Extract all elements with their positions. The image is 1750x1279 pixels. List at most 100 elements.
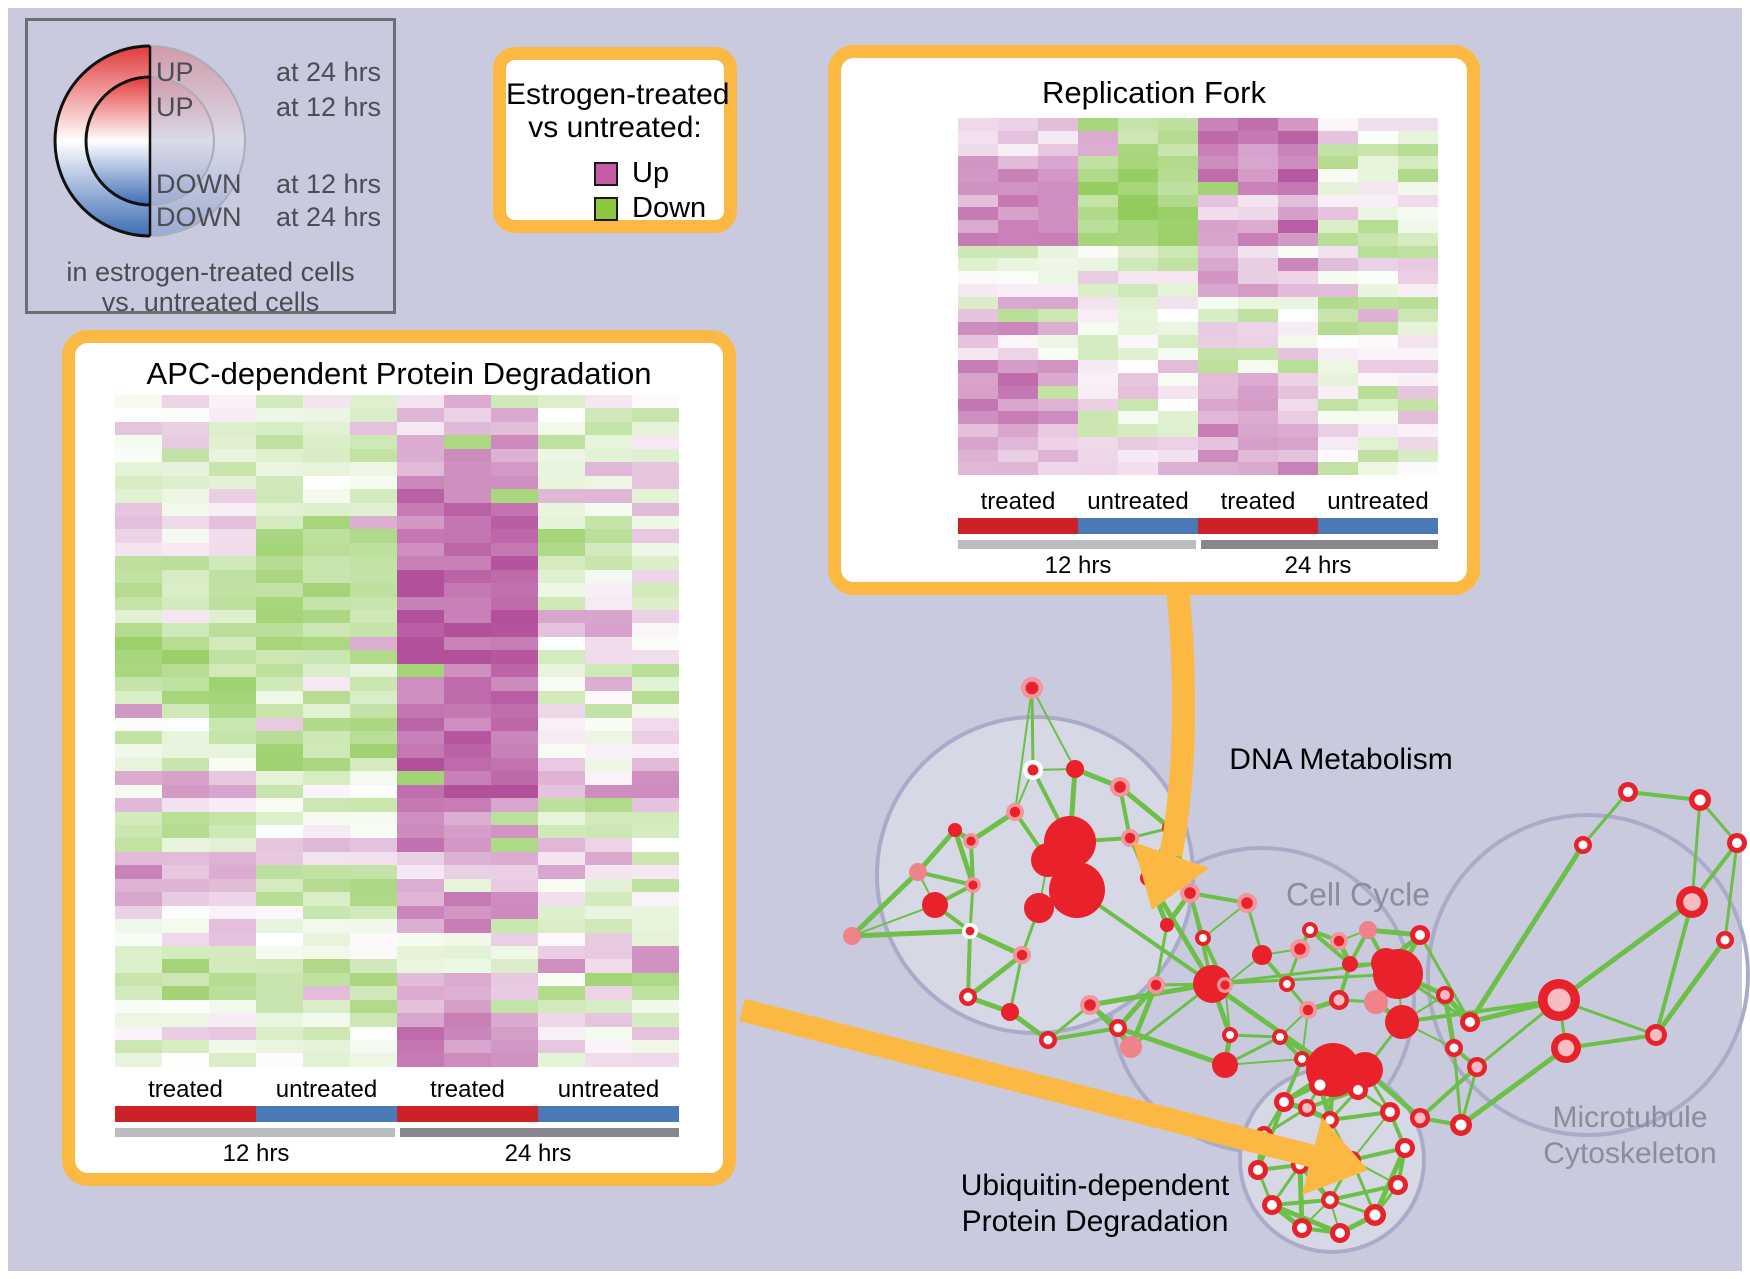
heatmap-cell <box>1398 411 1438 424</box>
heatmap-cell <box>1398 207 1438 220</box>
heatmap-cell <box>1118 347 1158 361</box>
down-label: Down <box>632 192 707 224</box>
heatmap-cell <box>1318 436 1358 450</box>
heatmap-cell <box>538 838 585 852</box>
heatmap-cell <box>491 395 538 409</box>
heatmap-cell <box>444 771 491 785</box>
heatmap-cell <box>538 1026 585 1040</box>
heatmap-row <box>115 421 679 436</box>
heatmap-cell <box>350 892 397 906</box>
heatmap-cell <box>350 475 397 490</box>
heatmap-cell <box>303 569 350 584</box>
replication-group-labels: treated untreated treated untreated <box>958 488 1438 516</box>
heatmap-cell <box>958 156 998 169</box>
microtubule-label-line1: Microtubule <box>1552 1101 1708 1134</box>
heatmap-cell <box>209 690 256 705</box>
heatmap-cell <box>538 892 585 906</box>
heatmap-cell <box>585 744 632 758</box>
heatmap-cell <box>1358 360 1398 373</box>
heatmap-row <box>115 636 679 651</box>
heatmap-cell <box>1158 360 1198 373</box>
heatmap-cell <box>538 905 585 920</box>
heatmap-cell <box>115 636 162 651</box>
heatmap-cell <box>958 220 998 233</box>
heatmap-cell <box>1398 143 1438 157</box>
time-bar <box>1200 540 1438 549</box>
heatmap-cell <box>397 798 444 812</box>
heatmap-cell <box>303 865 350 879</box>
heatmap-row <box>115 408 679 422</box>
heatmap-cell <box>1198 309 1238 322</box>
heatmap-cell <box>1278 449 1318 463</box>
heatmap-cell <box>538 932 585 946</box>
heatmap-cell <box>998 462 1038 475</box>
heatmap-cell <box>115 932 162 946</box>
heatmap-cell <box>350 945 397 960</box>
condition-label: treated <box>148 1076 223 1103</box>
heatmap-cell <box>1398 220 1438 233</box>
heatmap-cell <box>209 636 256 651</box>
heatmap-cell <box>1278 169 1318 182</box>
heatmap-cell <box>998 130 1038 144</box>
heatmap-cell <box>1118 143 1158 157</box>
heatmap-cell <box>538 865 585 879</box>
heatmap-cell <box>538 704 585 718</box>
heatmap-cell <box>162 945 209 960</box>
heatmap-cell <box>256 1040 303 1054</box>
heatmap-cell <box>632 529 679 543</box>
heatmap-cell <box>115 838 162 852</box>
heatmap-cell <box>350 596 397 610</box>
heatmap-cell <box>998 449 1038 463</box>
heatmap-cell <box>256 959 303 973</box>
heatmap-cell <box>162 1053 209 1067</box>
heatmap-cell <box>209 1053 256 1067</box>
heatmap-cell <box>1158 462 1198 475</box>
heatmap-cell <box>1198 118 1238 131</box>
heatmap-cell <box>209 663 256 678</box>
heatmap-cell <box>303 502 350 516</box>
heatmap-cell <box>1358 283 1398 297</box>
heatmap-cell <box>1078 309 1118 322</box>
heatmap-cell <box>397 972 444 987</box>
time-bar <box>399 1128 679 1137</box>
heatmap-cell <box>256 435 303 449</box>
heatmap-cell <box>350 556 397 570</box>
heatmap-cell <box>998 373 1038 386</box>
heatmap-cell <box>397 395 444 409</box>
heatmap-cell <box>1238 130 1278 144</box>
heatmap-cell <box>1198 232 1238 246</box>
condition-label: untreated <box>557 1076 660 1103</box>
heatmap-cell <box>162 905 209 920</box>
heatmap-cell <box>115 395 162 409</box>
heatmap-cell <box>632 945 679 960</box>
heatmap-cell <box>1038 462 1078 475</box>
heatmap-cell <box>209 583 256 597</box>
heatmap-cell <box>397 502 444 516</box>
heatmap-cell <box>1278 220 1318 233</box>
heatmap-cell <box>444 542 491 557</box>
heatmap-cell <box>209 489 256 503</box>
heatmap-cell <box>303 529 350 543</box>
heatmap-cell <box>303 462 350 476</box>
heatmap-cell <box>162 704 209 718</box>
heatmap-cell <box>1398 385 1438 399</box>
heatmap-cell <box>444 690 491 705</box>
heatmap-cell <box>491 623 538 637</box>
heatmap-cell <box>115 690 162 705</box>
heatmap-row <box>958 181 1438 195</box>
heatmap-cell <box>1118 118 1158 131</box>
heatmap-cell <box>209 596 256 610</box>
heatmap-cell <box>115 1026 162 1040</box>
heatmap-cell <box>256 717 303 731</box>
heatmap-cell <box>350 932 397 946</box>
heatmap-cell <box>998 398 1038 412</box>
heatmap-cell <box>632 408 679 422</box>
heatmap-cell <box>397 690 444 705</box>
heatmap-cell <box>958 271 998 284</box>
heatmap-cell <box>585 865 632 879</box>
heatmap-cell <box>538 945 585 960</box>
heatmap-cell <box>491 462 538 476</box>
heatmap-cell <box>1318 118 1358 131</box>
heatmap-cell <box>1078 347 1118 361</box>
heatmap-cell <box>1398 258 1438 271</box>
